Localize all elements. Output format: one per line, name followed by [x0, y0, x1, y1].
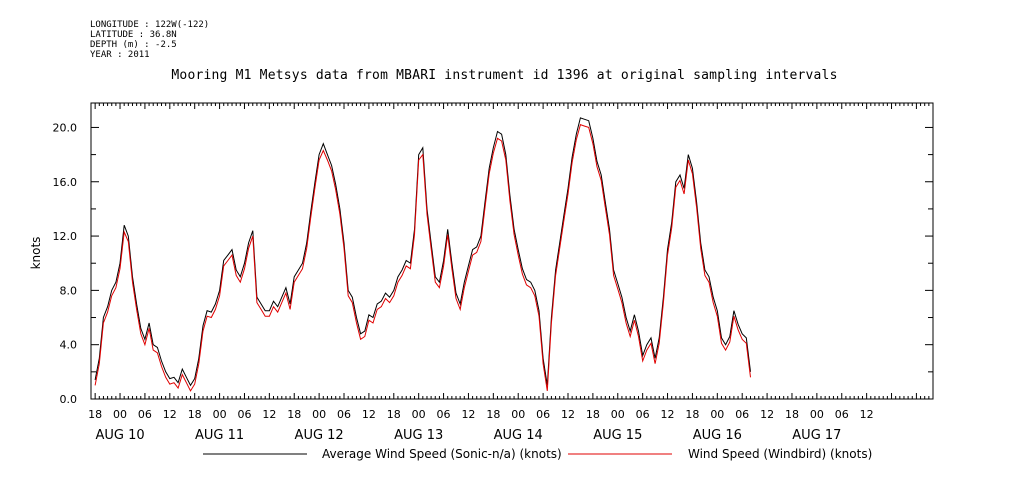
longitude-text: LONGITUDE : 122W(-122): [90, 20, 210, 30]
x-tick-label: 12: [661, 408, 675, 421]
chart-title: Mooring M1 Metsys data from MBARI instru…: [171, 68, 838, 83]
x-tick-label: 18: [785, 408, 799, 421]
x-tick-label: 12: [262, 408, 276, 421]
x-tick-label: 00: [113, 408, 127, 421]
x-day-label: AUG 13: [394, 428, 443, 443]
x-tick-label: 00: [412, 408, 426, 421]
x-tick-label: 00: [312, 408, 326, 421]
legend-label-windbird: Wind Speed (Windbird) (knots): [688, 447, 872, 461]
x-tick-label: 06: [835, 408, 849, 421]
x-day-label: AUG 14: [494, 428, 543, 443]
year-text: YEAR : 2011: [90, 50, 150, 60]
mooring-metadata: LONGITUDE : 122W(-122) LATITUDE : 36.8N …: [90, 20, 209, 60]
x-tick-label: 00: [611, 408, 625, 421]
x-day-label: AUG 17: [792, 428, 841, 443]
x-tick-label: 12: [760, 408, 774, 421]
latitude-text: LATITUDE : 36.8N: [90, 30, 177, 40]
x-tick-label: 00: [213, 408, 227, 421]
x-tick-label: 06: [237, 408, 251, 421]
x-day-label: AUG 16: [693, 428, 742, 443]
y-tick-labels: 0.0 4.0 8.0 12.0 16.0 20.0: [53, 121, 78, 406]
x-tick-label: 06: [735, 408, 749, 421]
x-tick-label: 12: [561, 408, 575, 421]
x-tick-label: 00: [710, 408, 724, 421]
series-line-windbird: [94, 124, 751, 392]
x-tick-label: 18: [586, 408, 600, 421]
day-labels: AUG 10 AUG 11 AUG 12 AUG 13 AUG 14 AUG 15 AUG …: [95, 428, 841, 443]
x-tick-label: 18: [685, 408, 699, 421]
series-line-average-wind: [94, 117, 751, 387]
x-day-label: AUG 12: [295, 428, 344, 443]
legend: Average Wind Speed (Sonic-n/a) (knots) W…: [203, 447, 872, 461]
x-tick-label: 00: [511, 408, 525, 421]
x-tick-label: 06: [536, 408, 550, 421]
y-tick-label: 4.0: [60, 339, 78, 352]
x-day-label: AUG 11: [195, 428, 244, 443]
x-tick-label: 06: [337, 408, 351, 421]
x-tick-label: 00: [810, 408, 824, 421]
x-day-label: AUG 15: [593, 428, 642, 443]
y-tick-label: 0.0: [60, 393, 78, 406]
x-tick-label: 06: [437, 408, 451, 421]
x-day-label: AUG 10: [95, 428, 144, 443]
x-tick-label: 12: [163, 408, 177, 421]
y-tick-label: 20.0: [53, 121, 78, 134]
x-tick-label: 18: [287, 408, 301, 421]
plot-frame: [90, 102, 934, 400]
x-tick-label: 12: [860, 408, 874, 421]
x-tick-label: 18: [188, 408, 202, 421]
depth-text: DEPTH (m) : -2.5: [90, 40, 177, 50]
x-tick-labels: 18 00 06 12 18 00 06 12 18 00 06 12 18 00 06 12 18 00 06 12…: [88, 408, 873, 421]
x-tick-label: 12: [461, 408, 475, 421]
x-tick-label: 18: [486, 408, 500, 421]
x-tick-label: 06: [636, 408, 650, 421]
series-lines: [94, 117, 751, 392]
y-axis-label: knots: [29, 237, 43, 270]
x-tick-label: 12: [362, 408, 376, 421]
x-tick-label: 06: [138, 408, 152, 421]
axis-ticks: [90, 103, 934, 400]
y-tick-label: 16.0: [53, 176, 78, 189]
y-tick-label: 8.0: [60, 284, 78, 297]
x-tick-label: 18: [88, 408, 102, 421]
x-tick-label: 18: [387, 408, 401, 421]
y-tick-label: 12.0: [53, 230, 78, 243]
legend-label-average-wind: Average Wind Speed (Sonic-n/a) (knots): [322, 447, 562, 461]
